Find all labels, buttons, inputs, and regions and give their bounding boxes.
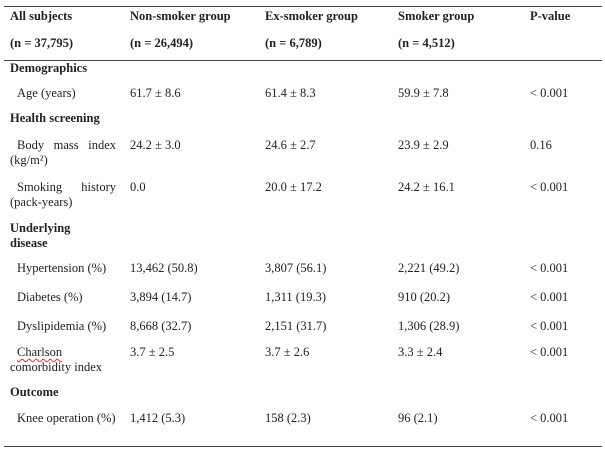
table-cell: 24.2 ± 16.1 [398, 180, 455, 194]
table-cell: 13,462 (50.8) [130, 261, 198, 275]
table-cell: 158 (2.3) [265, 411, 311, 425]
table-cell: 3.7 ± 2.6 [265, 345, 310, 359]
table-cell: 61.4 ± 8.3 [265, 86, 316, 100]
table-cell: < 0.001 [530, 86, 569, 100]
table-cell: < 0.001 [530, 261, 569, 275]
table-cell: 23.9 ± 2.9 [398, 138, 449, 152]
table-cell: < 0.001 [530, 319, 569, 333]
header-cell: Non-smoker group [130, 9, 231, 23]
table-cell: 3,807 (56.1) [265, 261, 327, 275]
table-cell: 59.9 ± 7.8 [398, 86, 449, 100]
table-cell: 0.0 [130, 180, 146, 194]
row-label: Hypertension (%) [17, 261, 107, 275]
bottom-rule [4, 446, 602, 447]
table-cell: 20.0 ± 17.2 [265, 180, 322, 194]
table-cell: 61.7 ± 8.6 [130, 86, 181, 100]
row-label: Body mass index (kg/m²) [10, 138, 116, 167]
header-count: (n = 26,494) [130, 36, 194, 50]
top-rule [4, 6, 602, 7]
table-cell: 910 (20.2) [398, 290, 451, 304]
table-cell: < 0.001 [530, 290, 569, 304]
table-cell: 3,894 (14.7) [130, 290, 192, 304]
table-cell: < 0.001 [530, 411, 569, 425]
table-cell: 0.16 [530, 138, 552, 152]
section-heading: Demographics [10, 61, 88, 75]
header-cell: P-value [530, 9, 571, 23]
row-label: Charlson comorbidity index [10, 345, 102, 374]
section-heading: Outcome [10, 385, 59, 399]
section-heading: Underlying disease [10, 221, 71, 250]
table-cell: 1,311 (19.3) [265, 290, 326, 304]
row-label: Dyslipidemia (%) [17, 319, 107, 333]
section-heading: Health screening [10, 111, 100, 125]
table-cell: 2,151 (31.7) [265, 319, 327, 333]
header-cell: Smoker group [398, 9, 475, 23]
header-count: (n = 6,789) [265, 36, 322, 50]
header-cell: Ex-smoker group [265, 9, 358, 23]
header-count: (n = 37,795) [10, 36, 74, 50]
row-label: Smoking history (pack-years) [10, 180, 116, 209]
table-cell: < 0.001 [530, 345, 569, 359]
table-cell: < 0.001 [530, 180, 569, 194]
header-count: (n = 4,512) [398, 36, 455, 50]
header-rule [4, 60, 602, 61]
row-label: Knee operation (%) [17, 411, 116, 425]
row-label: Age (years) [17, 86, 76, 100]
table-cell: 24.6 ± 2.7 [265, 138, 316, 152]
table-cell: 3.7 ± 2.5 [130, 345, 175, 359]
table-cell: 1,306 (28.9) [398, 319, 460, 333]
table-cell: 96 (2.1) [398, 411, 438, 425]
table-cell: 3.3 ± 2.4 [398, 345, 443, 359]
table-cell: 1,412 (5.3) [130, 411, 186, 425]
table-cell: 24.2 ± 3.0 [130, 138, 181, 152]
table-cell: 8,668 (32.7) [130, 319, 192, 333]
row-label: Diabetes (%) [17, 290, 83, 304]
table-cell: 2,221 (49.2) [398, 261, 460, 275]
header-cell: All subjects [10, 9, 73, 23]
